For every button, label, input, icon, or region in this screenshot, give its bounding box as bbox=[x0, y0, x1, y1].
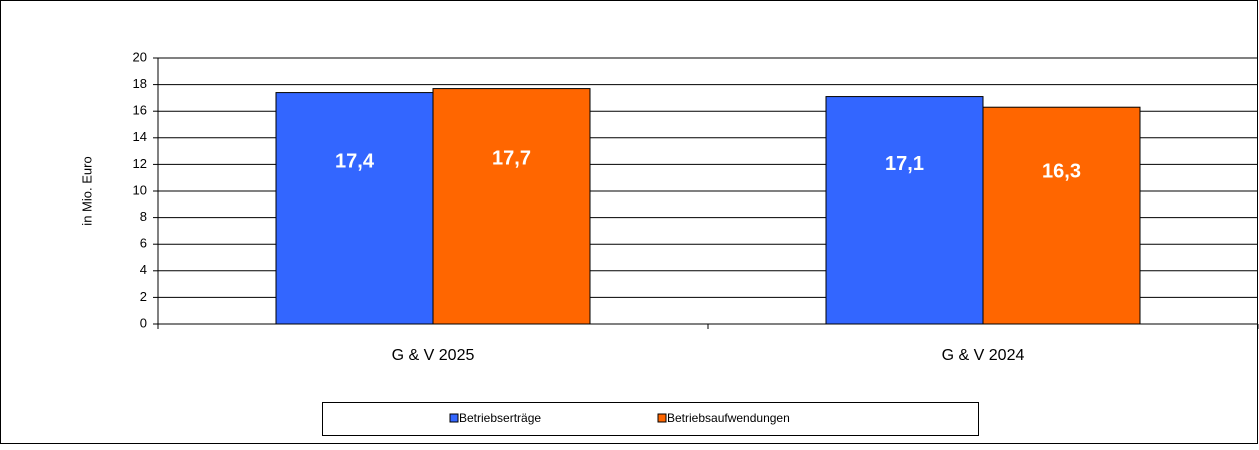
y-tick-label: 6 bbox=[140, 236, 147, 251]
y-tick-label: 12 bbox=[133, 156, 147, 171]
y-tick-label: 14 bbox=[133, 129, 147, 144]
y-tick-label: 2 bbox=[140, 289, 147, 304]
value-label: 17,4 bbox=[335, 150, 375, 172]
x-tick-label: G & V 2025 bbox=[392, 347, 475, 364]
legend bbox=[322, 402, 979, 436]
y-tick-label: 4 bbox=[140, 262, 147, 277]
y-tick-label: 8 bbox=[140, 209, 147, 224]
legend-swatch bbox=[657, 413, 667, 423]
bar bbox=[275, 92, 434, 325]
legend-label: Betriebsaufwendungen bbox=[667, 411, 790, 425]
y-tick-label: 18 bbox=[133, 76, 147, 91]
y-axis-label: in Mio. Euro bbox=[79, 156, 94, 225]
y-tick-label: 20 bbox=[133, 49, 147, 64]
y-tick-label: 0 bbox=[140, 315, 147, 330]
bar bbox=[825, 96, 984, 325]
legend-label: Betriebserträge bbox=[459, 411, 541, 425]
y-tick-label: 16 bbox=[133, 103, 147, 118]
bar bbox=[982, 106, 1141, 325]
legend-swatch bbox=[449, 413, 459, 423]
y-tick-label: 10 bbox=[133, 182, 147, 197]
value-label: 17,7 bbox=[492, 147, 531, 169]
bar bbox=[432, 88, 591, 325]
value-label: 16,3 bbox=[1042, 161, 1081, 183]
value-label: 17,1 bbox=[885, 153, 924, 175]
x-tick-label: G & V 2024 bbox=[942, 347, 1025, 364]
